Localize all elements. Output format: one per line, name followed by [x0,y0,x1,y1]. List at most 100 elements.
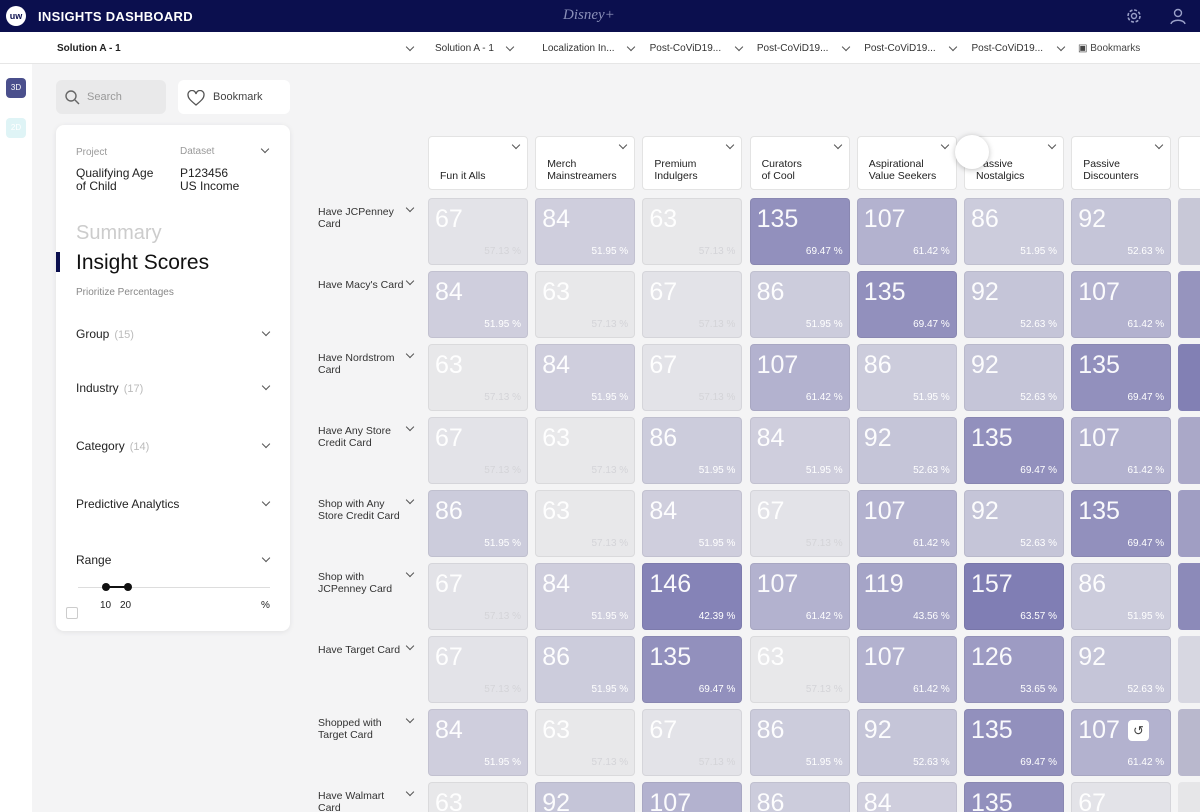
chevron[interactable] [1047,140,1057,150]
score-cell[interactable]: 107 61.42 % [1071,417,1172,484]
chevron[interactable] [948,42,958,52]
score-cell[interactable]: 84 51.95 % [428,271,528,338]
score-cell[interactable]: 84 [856,782,957,812]
view-3d[interactable]: 3D [6,78,26,98]
score-cell[interactable]: 63 57.13 % [749,636,850,703]
user-icon[interactable] [1169,7,1187,25]
chevron[interactable] [726,140,735,150]
score-cell[interactable]: 135 69.47 % [964,417,1064,484]
chevron[interactable] [405,203,415,213]
edit-icon[interactable] [66,607,78,619]
score-cell[interactable]: 92 52.63 % [964,344,1064,411]
score-cell[interactable]: 67 57.13 % [428,198,528,265]
chevron[interactable] [261,381,271,391]
score-cell[interactable]: 92 52.63 % [1071,198,1172,265]
score-cell[interactable]: 84 51.95 % [642,490,743,557]
column-header[interactable]: Curators of Cool [749,136,850,190]
score-cell[interactable]: 92 52.63 % [856,709,957,776]
insight-scores-tab[interactable]: Insight Scores [76,251,210,274]
chevron[interactable] [405,349,415,359]
score-cell[interactable]: 67 [1071,782,1172,812]
dataset-tab[interactable]: Localization In... [542,43,615,54]
undo-button[interactable]: ↺ [1128,720,1149,741]
chevron[interactable] [405,276,415,286]
score-cell[interactable]: 92 52.63 % [964,490,1064,557]
score-cell[interactable]: 67 57.13 % [642,344,743,411]
score-cell[interactable]: 86 51.95 % [1071,563,1172,630]
score-cell[interactable]: 67 57.13 % [428,563,528,630]
score-cell[interactable]: 63 57.13 % [535,490,636,557]
chevron[interactable] [261,497,271,507]
score-cell[interactable]: 135 69.47 % [642,636,743,703]
score-cell[interactable]: 84 51.95 % [428,709,528,776]
chevron[interactable] [405,787,415,797]
score-cell[interactable]: 86 51.95 % [535,636,636,703]
chevron[interactable] [841,42,851,52]
chevron[interactable] [261,327,271,337]
score-cell[interactable]: 84 51.95 % [535,344,636,411]
score-cell[interactable]: 92 [535,782,636,812]
filter-row[interactable]: Range [76,553,272,569]
score-cell[interactable]: 92 52.63 % [964,271,1064,338]
column-header[interactable]: Merch Mainstreamers [535,136,636,190]
column-header[interactable]: Premium Indulgers [642,136,743,190]
score-cell[interactable]: 146 42.39 % [642,563,743,630]
filter-row[interactable]: Group (15) [76,327,272,343]
dataset-tab[interactable]: Post-CoViD19... [971,43,1044,54]
score-cell[interactable]: 63 [428,782,528,812]
dataset-tab[interactable]: Post-CoViD19... [864,43,936,54]
column-header[interactable]: Passive Nostalgics [964,136,1064,190]
dataset-tab[interactable]: Post-CoViD19... [756,43,829,54]
bookmark-button[interactable]: Bookmark [178,80,290,114]
bookmarks-link[interactable]: ▣ Bookmarks [1078,43,1141,54]
chevron[interactable] [261,553,271,563]
score-cell[interactable]: 63 57.13 % [535,271,636,338]
score-cell[interactable]: 135 69.47 % [856,271,957,338]
chevron[interactable] [405,568,415,578]
summary-tab[interactable]: Summary [76,222,162,244]
score-cell[interactable]: 107 61.42 % [749,563,850,630]
score-cell[interactable]: 67 57.13 % [749,490,850,557]
score-cell[interactable]: 63 57.13 % [642,198,743,265]
chevron[interactable] [405,641,415,651]
chevron[interactable] [405,714,415,724]
dataset-tab[interactable]: Solution A - 1 [435,43,494,54]
score-cell[interactable]: 63 57.13 % [535,709,636,776]
score-cell[interactable]: 107 61.42 % [856,198,957,265]
score-cell[interactable]: 157 63.57 % [964,563,1064,630]
score-cell[interactable]: 84 51.95 % [749,417,850,484]
chevron[interactable] [511,140,521,150]
column-header[interactable]: Fun it Alls [428,136,528,190]
score-cell[interactable]: 67 57.13 % [642,709,743,776]
score-cell[interactable]: 107 61.42 % [1071,709,1172,776]
score-cell[interactable]: 107 61.42 % [749,344,850,411]
score-cell[interactable]: 63 57.13 % [535,417,636,484]
score-cell[interactable]: 107 61.42 % [1071,271,1172,338]
score-cell[interactable]: 67 57.13 % [428,636,528,703]
score-cell[interactable]: 86 51.95 % [964,198,1064,265]
score-cell[interactable]: 107 61.42 % [856,490,957,557]
chevron[interactable] [833,140,842,150]
chevron[interactable] [940,140,950,150]
dataset-tab[interactable]: Post-CoViD19... [649,43,722,54]
score-cell[interactable]: 86 51.95 % [749,709,850,776]
score-cell[interactable]: 135 69.47 % [964,709,1064,776]
score-cell[interactable]: 135 69.47 % [749,198,850,265]
view-2d[interactable]: 2D [6,118,26,138]
chevron[interactable] [1154,140,1164,150]
chevron[interactable] [260,144,270,154]
score-cell[interactable]: 126 53.65 % [964,636,1064,703]
score-cell[interactable]: 92 52.63 % [856,417,957,484]
score-cell[interactable]: 92 52.63 % [1071,636,1172,703]
score-cell[interactable]: 86 51.95 % [856,344,957,411]
column-header[interactable]: Passive Discounters [1071,136,1172,190]
score-cell[interactable]: 119 43.56 % [856,563,957,630]
range-handle[interactable] [124,583,132,591]
chevron[interactable] [405,422,415,432]
score-cell[interactable]: 86 51.95 % [428,490,528,557]
filter-row[interactable]: Predictive Analytics [76,497,272,513]
solution-select[interactable]: Solution A - 1 [57,43,121,54]
chevron[interactable] [627,42,636,52]
score-cell[interactable]: 63 57.13 % [428,344,528,411]
score-cell[interactable]: 84 51.95 % [535,563,636,630]
